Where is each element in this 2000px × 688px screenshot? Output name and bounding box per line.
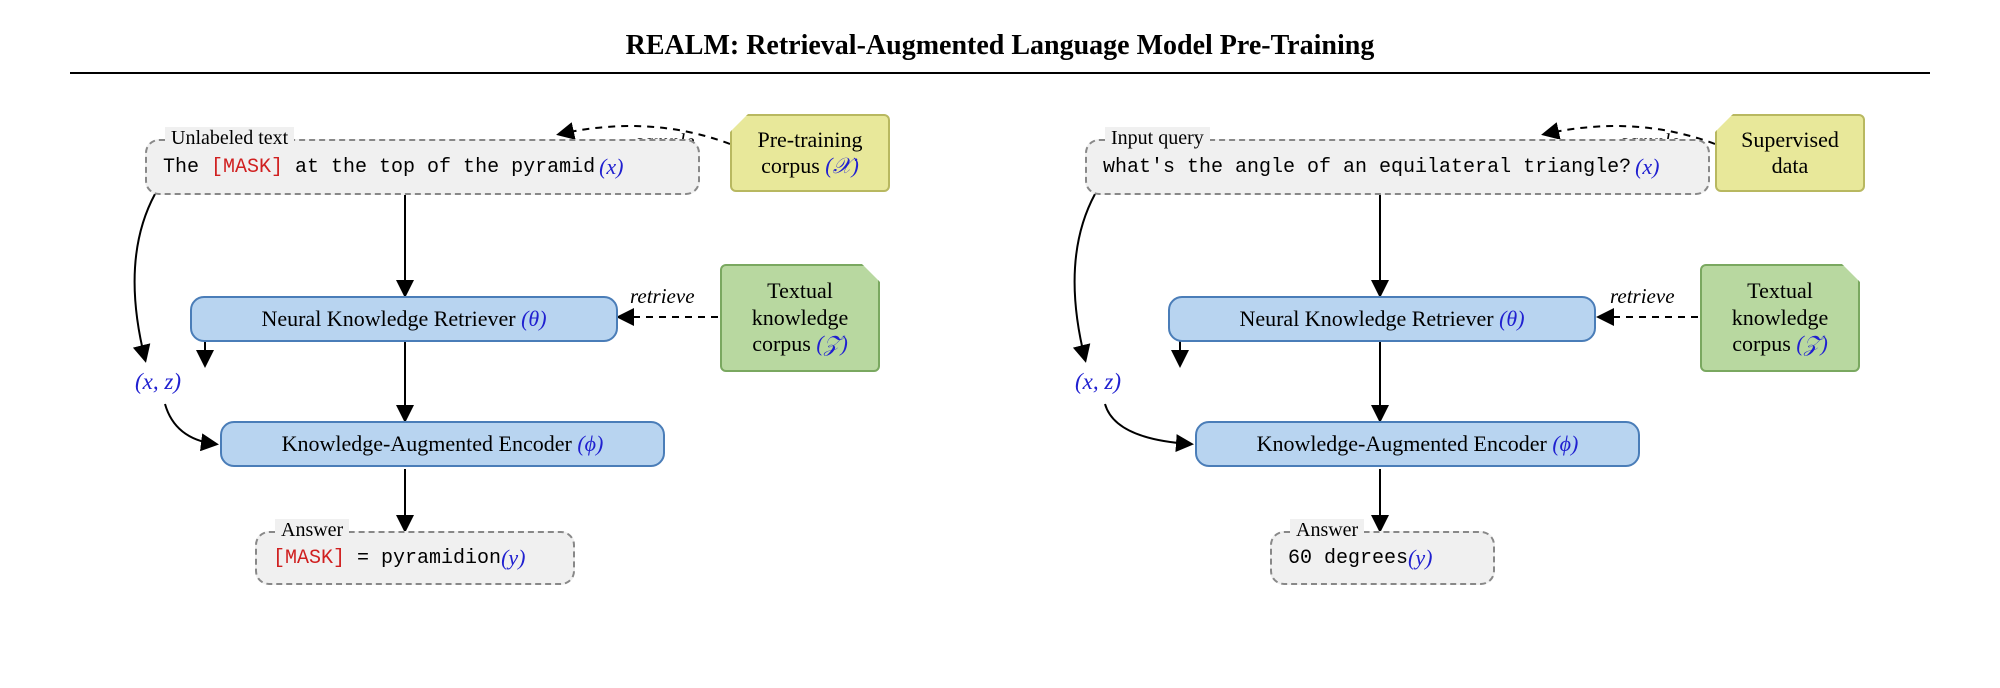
xz-label: (x, z) xyxy=(135,369,181,395)
input-pre: The xyxy=(163,156,211,179)
encoder-text: Knowledge-Augmented Encoder xyxy=(282,431,572,457)
corpus-line2: corpus xyxy=(761,153,825,178)
xz-label-r: (x, z) xyxy=(1075,369,1121,395)
title-rule xyxy=(70,72,1930,74)
answer-var: (y) xyxy=(501,545,525,571)
encoder-var-r: (ϕ) xyxy=(1552,431,1578,457)
input-title: Unlabeled text xyxy=(165,127,294,150)
encoder-text-r: Knowledge-Augmented Encoder xyxy=(1257,431,1547,457)
input-mask: [MASK] xyxy=(211,156,283,179)
encoder-box: Knowledge-Augmented Encoder (ϕ) xyxy=(220,421,665,467)
left-panel: Pre-training corpus (𝒳) sample Unlabeled… xyxy=(90,99,970,609)
knowledge-l2-r: knowledge xyxy=(1732,305,1829,330)
knowledge-l1: Textual xyxy=(767,278,833,303)
input-text-r: what's the angle of an equilateral trian… xyxy=(1103,156,1631,179)
corpus-line1-r: Supervised xyxy=(1741,127,1839,152)
input-box-r: Input query what's the angle of an equil… xyxy=(1085,139,1710,195)
answer-text-r: 60 degrees xyxy=(1288,547,1408,570)
answer-box: Answer [MASK] = pyramidion (y) xyxy=(255,531,575,585)
knowledge-corpus-box: Textual knowledge corpus (𝒵) xyxy=(720,264,880,372)
right-panel: Supervised data sample Input query what'… xyxy=(1030,99,1910,609)
page-title: REALM: Retrieval-Augmented Language Mode… xyxy=(0,0,2000,72)
answer-box-r: Answer 60 degrees (y) xyxy=(1270,531,1495,585)
corpus-line2-r: data xyxy=(1772,153,1809,178)
answer-title-r: Answer xyxy=(1290,519,1364,542)
retrieve-label-r: retrieve xyxy=(1610,284,1675,309)
retriever-var: (θ) xyxy=(521,306,546,332)
answer-word: pyramidion xyxy=(381,547,501,570)
answer-var-r: (y) xyxy=(1408,545,1432,571)
corpus-line1: Pre-training xyxy=(757,127,862,152)
encoder-box-r: Knowledge-Augmented Encoder (ϕ) xyxy=(1195,421,1640,467)
knowledge-l3-r: corpus xyxy=(1732,331,1796,356)
corpus-var: (𝒳) xyxy=(825,153,859,178)
panels-container: Pre-training corpus (𝒳) sample Unlabeled… xyxy=(0,99,2000,609)
knowledge-var: (𝒵) xyxy=(816,331,847,356)
retrieve-label: retrieve xyxy=(630,284,695,309)
input-title-r: Input query xyxy=(1105,127,1210,150)
input-var-r: (x) xyxy=(1635,154,1659,180)
answer-mask: [MASK] xyxy=(273,547,345,570)
retriever-box-r: Neural Knowledge Retriever (θ) xyxy=(1168,296,1596,342)
knowledge-l1-r: Textual xyxy=(1747,278,1813,303)
retriever-box: Neural Knowledge Retriever (θ) xyxy=(190,296,618,342)
retriever-text-r: Neural Knowledge Retriever xyxy=(1239,306,1493,332)
knowledge-l3: corpus xyxy=(752,331,816,356)
input-post: at the top of the pyramid xyxy=(283,156,595,179)
answer-eq: = xyxy=(345,547,381,570)
pretraining-corpus-box: Pre-training corpus (𝒳) xyxy=(730,114,890,192)
retriever-var-r: (θ) xyxy=(1499,306,1524,332)
encoder-var: (ϕ) xyxy=(577,431,603,457)
knowledge-corpus-box-r: Textual knowledge corpus (𝒵) xyxy=(1700,264,1860,372)
supervised-data-box: Supervised data xyxy=(1715,114,1865,192)
answer-title: Answer xyxy=(275,519,349,542)
input-box: Unlabeled text The [MASK] at the top of … xyxy=(145,139,700,195)
retriever-text: Neural Knowledge Retriever xyxy=(261,306,515,332)
input-var: (x) xyxy=(599,154,623,180)
knowledge-l2: knowledge xyxy=(752,305,849,330)
knowledge-var-r: (𝒵) xyxy=(1796,331,1827,356)
